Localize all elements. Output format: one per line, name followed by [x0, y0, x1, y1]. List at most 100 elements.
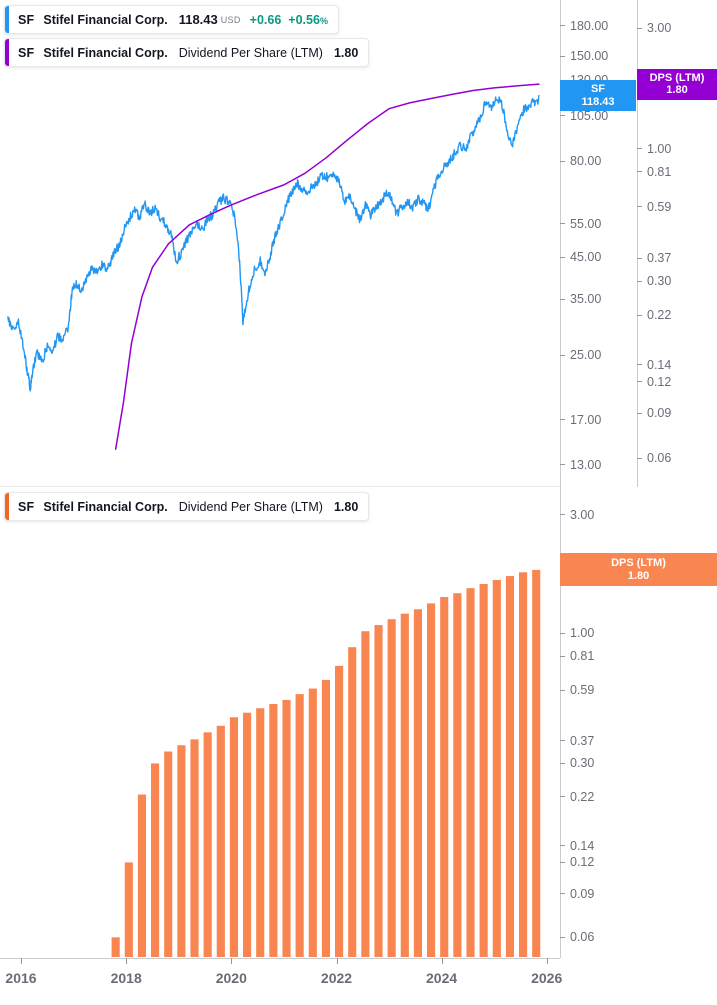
x-axis-tick-mark	[126, 958, 128, 964]
axis-tick-mark	[637, 381, 642, 383]
x-axis-baseline	[0, 958, 560, 959]
axis-tick-mark	[560, 354, 565, 356]
axis-tick-mark	[560, 762, 565, 764]
axis-tick: 180.00	[560, 19, 608, 32]
dps-overlay-badge-label: DPS (LTM)	[649, 71, 705, 84]
axis-tick: 3.00	[560, 508, 594, 521]
axis-tick-mark	[637, 206, 642, 208]
axis-tick-label: 0.14	[570, 838, 595, 853]
x-axis-tick-mark	[231, 958, 233, 964]
axis-tick-label: 0.12	[570, 855, 595, 870]
axis-tick-label: 80.00	[570, 154, 602, 169]
axis-tick: 0.81	[560, 650, 594, 662]
legend-dps-value: 1.80	[333, 499, 359, 514]
axis-tick-label: 0.37	[570, 733, 595, 748]
dps-badge-label: DPS (LTM)	[611, 557, 666, 570]
price-value-badge: SF 118.43	[560, 80, 636, 111]
x-axis-tick-label: 2022	[320, 970, 353, 986]
axis-tick-label: 13.00	[570, 457, 602, 472]
axis-tick: 0.30	[560, 757, 594, 770]
axis-tick-mark	[560, 796, 565, 798]
axis-tick: 0.59	[560, 683, 595, 698]
axis-tick-label: 0.37	[647, 251, 672, 265]
axis-tick-label: 0.81	[570, 649, 595, 664]
price-y-axis[interactable]: 180.00150.00130.00105.0080.0055.0045.003…	[560, 0, 630, 487]
axis-tick-mark	[560, 632, 565, 634]
dps-bar-svg	[111, 569, 541, 957]
axis-tick-mark	[560, 740, 565, 742]
panel-divider	[0, 486, 560, 487]
legend-price-currency: USD	[220, 14, 241, 25]
axis-tick-mark	[560, 514, 565, 516]
axis-tick-label: 0.14	[647, 357, 672, 372]
legend-dps-overlay[interactable]: SF Stifel Financial Corp. Dividend Per S…	[4, 38, 370, 67]
axis-tick-label: 0.22	[647, 308, 672, 323]
legend-price-swatch	[5, 6, 9, 33]
x-axis-tick-label: 2020	[215, 970, 247, 986]
axis-tick-mark	[560, 223, 565, 225]
price-chart-panel: SF Stifel Financial Corp. 118.43 USD +0.…	[0, 0, 717, 487]
legend-dps-overlay-ticker: SF	[18, 45, 35, 60]
axis-tick-label: 0.22	[570, 789, 595, 804]
legend-price-value: 118.43	[178, 12, 218, 27]
percent-symbol: %	[319, 15, 328, 26]
dps-badge-value: 1.80	[627, 569, 650, 582]
axis-tick: 3.00	[637, 22, 671, 34]
dps-overlay-axis-line	[637, 0, 638, 487]
axis-tick: 0.22	[560, 791, 594, 803]
x-axis-tick-label: 2024	[426, 970, 458, 986]
dps-axis-line	[560, 487, 561, 958]
legend-price-name: Stifel Financial Corp.	[43, 12, 168, 27]
axis-tick-label: 0.06	[570, 930, 595, 945]
axis-tick: 0.12	[560, 855, 595, 870]
price-plot-area[interactable]	[0, 0, 560, 487]
legend-dps-metric: Dividend Per Share (LTM)	[178, 499, 323, 514]
axis-tick-label: 45.00	[570, 250, 602, 265]
axis-tick-mark	[560, 160, 565, 162]
axis-tick: 13.00	[560, 457, 602, 472]
axis-tick: 1.00	[560, 627, 594, 640]
axis-tick: 0.12	[637, 376, 671, 388]
axis-tick: 0.59	[637, 201, 671, 213]
dps-y-axis[interactable]: 3.00 1.00 0.81 0.59 0.37 0.30 0.22 0.14 0.12 0.09…	[560, 487, 640, 958]
axis-tick-mark	[560, 25, 565, 27]
legend-price-ticker: SF	[18, 12, 35, 27]
axis-tick-mark	[637, 412, 642, 414]
axis-tick: 17.00	[560, 414, 601, 426]
price-axis-line	[560, 0, 561, 487]
axis-tick: 45.00	[560, 251, 601, 263]
dps-overlay-value-badge: DPS (LTM) 1.80	[637, 68, 717, 100]
legend-dps-overlay-swatch	[5, 39, 9, 66]
axis-tick-mark	[560, 115, 565, 117]
axis-tick-mark	[637, 314, 642, 316]
dps-overlay-badge-value: 1.80	[666, 84, 688, 97]
axis-tick: 0.30	[637, 275, 671, 287]
legend-dps-name: Stifel Financial Corp.	[43, 499, 168, 514]
x-axis-tick-mark	[336, 958, 338, 964]
axis-tick-label: 105.00	[570, 108, 609, 123]
x-axis-tick-label: 2016	[5, 970, 37, 986]
axis-tick-mark	[637, 27, 642, 29]
axis-tick: 35.00	[560, 293, 601, 305]
x-axis[interactable]: 2016 2018 2020 2022 2024 2026	[0, 958, 562, 1005]
axis-tick: 25.00	[560, 349, 601, 362]
axis-tick-mark	[637, 171, 642, 173]
legend-dps-swatch	[5, 493, 9, 520]
dps-overlay-y-axis[interactable]: 3.00 1.00 0.81 0.59 0.37 0.30 0.22 0.14 0.12 0.09…	[637, 0, 717, 487]
legend-dps-panel[interactable]: SF Stifel Financial Corp. Dividend Per S…	[4, 492, 370, 521]
dps-plot-area[interactable]	[0, 487, 560, 958]
axis-tick: 105.00	[560, 108, 609, 123]
axis-tick-label: 0.81	[647, 164, 672, 179]
axis-tick-label: 0.59	[570, 683, 595, 698]
axis-tick-label: 55.00	[570, 216, 602, 231]
x-axis-tick-mark	[21, 958, 22, 964]
axis-tick-label: 0.30	[647, 274, 672, 289]
legend-price[interactable]: SF Stifel Financial Corp. 118.43 USD +0.…	[4, 5, 339, 34]
axis-tick-mark	[637, 257, 642, 259]
axis-tick-label: 0.06	[647, 451, 672, 465]
axis-tick: 1.00	[637, 143, 671, 155]
axis-tick: 0.37	[637, 252, 671, 264]
axis-tick-label: 1.00	[647, 141, 672, 156]
axis-tick: 0.14	[560, 840, 594, 852]
legend-dps-overlay-metric: Dividend Per Share (LTM)	[178, 45, 323, 60]
